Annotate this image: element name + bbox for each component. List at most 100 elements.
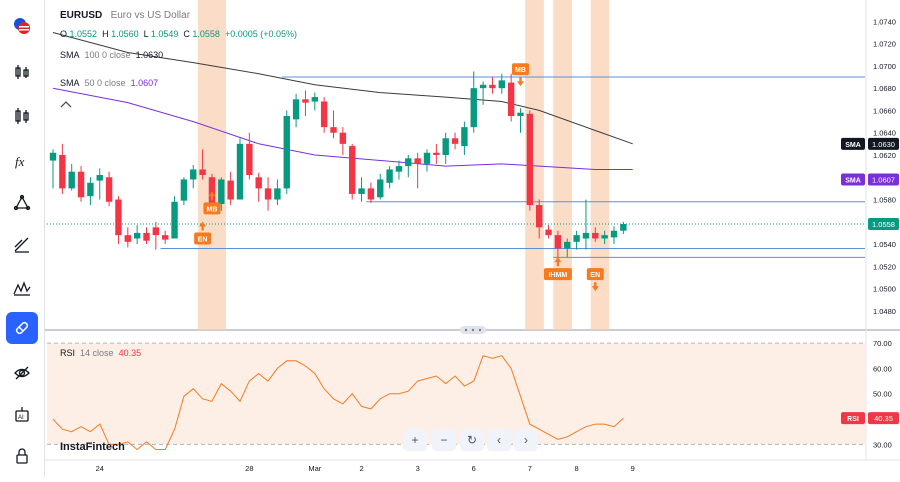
- signal-marker: MB: [512, 63, 529, 87]
- toolbar-magnet-button[interactable]: [6, 312, 38, 344]
- high-label: H: [102, 29, 109, 39]
- highlight-band: [525, 0, 544, 330]
- candle-body: [49, 152, 57, 161]
- sma50-legend[interactable]: SMA 50 0 close 1.0607: [60, 78, 158, 88]
- candle: [227, 171, 234, 206]
- time-tick-label: 2: [359, 464, 363, 473]
- rsi-tick-label: 50.00: [873, 390, 892, 399]
- price-tick-label: 1.0720: [873, 40, 896, 49]
- rsi-params: 14 close: [80, 348, 114, 358]
- toolbar-candles-button[interactable]: [6, 56, 38, 88]
- candle: [292, 93, 300, 128]
- candle: [489, 77, 496, 94]
- zoom-out-button[interactable]: −: [432, 429, 456, 451]
- candle-body: [311, 97, 318, 102]
- candle: [582, 199, 590, 250]
- marker-badge: [194, 232, 212, 245]
- scroll-left-button[interactable]: ‹: [487, 429, 511, 451]
- fx-indicators-icon: fx: [15, 154, 25, 169]
- candle: [423, 149, 431, 172]
- magnet-icon: [15, 321, 29, 335]
- change-value: +0.0005 (+0.05%): [224, 29, 297, 39]
- time-tick-label: 9: [631, 464, 635, 473]
- sma50-price-tag: SMA 1.0607: [841, 173, 899, 186]
- last-price-tag: 1.0558: [868, 218, 899, 231]
- candle-style-icon: [15, 108, 29, 124]
- candle-body: [246, 143, 253, 176]
- candle-body: [451, 138, 459, 144]
- candle: [358, 177, 365, 202]
- toolbar-lock-button[interactable]: [6, 440, 38, 472]
- marker-badge: [203, 202, 221, 215]
- candle-body: [601, 235, 608, 239]
- reset-button[interactable]: ↻: [460, 429, 484, 451]
- candle: [49, 149, 57, 189]
- candle-body: [423, 152, 431, 164]
- toolbar-candle-style-button[interactable]: [6, 100, 38, 132]
- signal-marker: MB: [203, 191, 221, 215]
- sma100-legend[interactable]: SMA 100 0 close 1.0630: [60, 50, 163, 60]
- candle: [451, 132, 459, 150]
- marker-badge: [512, 63, 529, 76]
- rsi-tick-label: 60.00: [873, 364, 892, 373]
- price-tick-label: 1.0520: [873, 262, 896, 271]
- candle: [246, 132, 253, 180]
- rsi-value-tag-value: 40.35: [874, 414, 893, 423]
- rsi-line: [52, 355, 624, 451]
- candle-body: [133, 232, 141, 239]
- toolbar-ai-button[interactable]: AI: [6, 398, 38, 430]
- candle: [377, 173, 384, 200]
- rsi-value-tag-value-bg: [868, 412, 899, 425]
- chart-area[interactable]: MB EN MB IHMM EN 1.0740 1.0720 1.0700 1.0680 1.06…: [45, 0, 900, 477]
- candle-body: [208, 177, 216, 206]
- zoom-in-button[interactable]: +: [403, 429, 427, 451]
- candle-body: [292, 99, 300, 120]
- candle: [573, 230, 580, 250]
- last-price-tag-value: 1.0558: [872, 220, 895, 229]
- rsi-legend[interactable]: RSI 14 close 40.35: [60, 348, 141, 358]
- toolbar-fx-indicators-button[interactable]: fx: [6, 145, 38, 177]
- open-value: 1.0552: [69, 29, 98, 39]
- ohlc-legend: O 1.0552 H 1.0560 L 1.0549 C 1.0558 +0.0…: [60, 29, 297, 39]
- highlight-band: [590, 0, 610, 330]
- candle-body: [442, 138, 449, 155]
- chart-svg[interactable]: MB EN MB IHMM EN 1.0740 1.0720 1.0700 1.0680 1.06…: [45, 0, 900, 477]
- sma100-price-tag-value: 1.0630: [872, 140, 895, 149]
- candle-body: [414, 158, 421, 164]
- toolbar-hide-drawings-button[interactable]: [6, 357, 38, 389]
- candle: [264, 177, 272, 211]
- rsi-tick-label: 30.00: [873, 440, 892, 449]
- candle-body: [152, 227, 160, 236]
- scroll-right-button[interactable]: ›: [514, 429, 538, 451]
- candle: [367, 182, 375, 203]
- candle: [414, 152, 421, 189]
- candle-body: [115, 199, 122, 236]
- time-tick-label: 8: [575, 464, 579, 473]
- candle: [433, 143, 440, 164]
- candle: [143, 227, 150, 245]
- scroll-right-icon: ›: [524, 433, 528, 447]
- marker-label: EN: [590, 272, 600, 279]
- candle-body: [386, 169, 393, 183]
- collapse-legend-button[interactable]: [60, 99, 72, 111]
- marker-label: EN: [198, 236, 208, 243]
- open-label: O: [60, 29, 68, 39]
- toolbar-trend-lines-button[interactable]: [6, 229, 38, 261]
- scroll-left-icon: ‹: [497, 433, 501, 447]
- candle: [115, 196, 122, 245]
- candle-body: [264, 188, 272, 200]
- candle-body: [143, 232, 150, 241]
- toolbar-drawing-tools-button[interactable]: [6, 187, 38, 219]
- left-toolbar: fx AI: [0, 0, 45, 477]
- marker-badge: [543, 268, 572, 281]
- sma100-name: SMA: [60, 50, 80, 60]
- sma100-price-tag: SMA 1.0630: [841, 137, 899, 150]
- signal-marker: EN: [586, 268, 604, 292]
- time-tick-label: 28: [245, 464, 253, 473]
- toolbar-patterns-button[interactable]: [6, 272, 38, 304]
- toolbar-flag-eu-us-button[interactable]: [6, 10, 38, 42]
- candle-body: [180, 179, 188, 201]
- sma100-value: 1.0630: [135, 50, 164, 60]
- candle-body: [405, 158, 412, 167]
- candle-body: [302, 99, 309, 103]
